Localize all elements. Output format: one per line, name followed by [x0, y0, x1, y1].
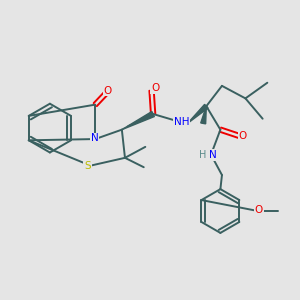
Text: NH: NH: [173, 117, 189, 127]
Polygon shape: [122, 112, 154, 130]
Text: N: N: [209, 150, 216, 160]
Text: O: O: [254, 206, 263, 215]
Text: S: S: [84, 161, 91, 171]
Text: O: O: [103, 85, 112, 96]
Text: H: H: [199, 150, 206, 160]
Text: N: N: [91, 134, 98, 143]
Polygon shape: [188, 104, 208, 123]
Text: O: O: [151, 83, 159, 93]
Polygon shape: [201, 106, 206, 124]
Text: O: O: [239, 131, 247, 141]
